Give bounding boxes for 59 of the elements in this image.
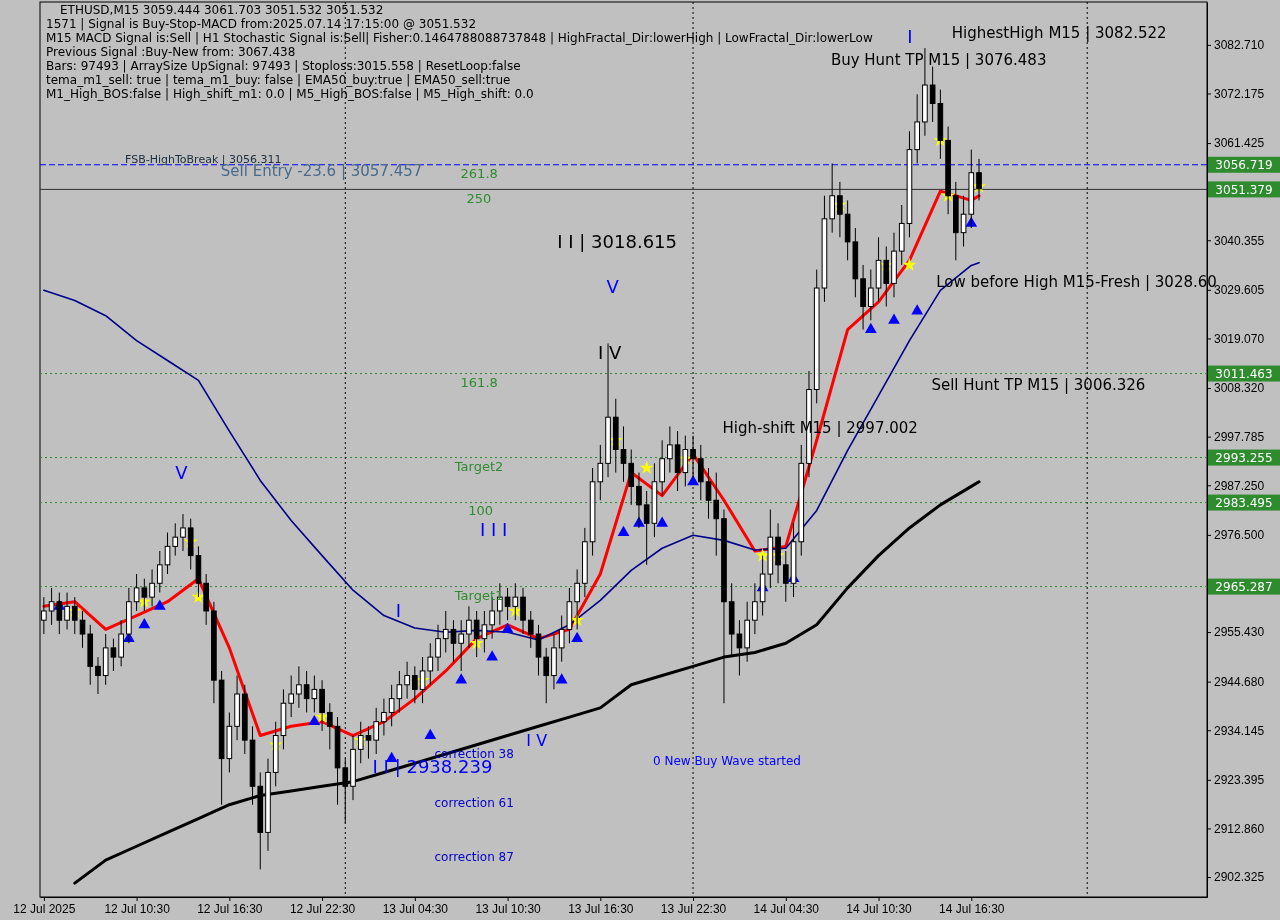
ref-line-label: 3011.463 [1215, 366, 1273, 381]
annotation: correction 61 [434, 796, 514, 811]
annotation: tema_m1_sell: true | tema_m1_buy: false | EMA50_buy:true | EMA50_sell:true [46, 73, 511, 87]
annotation: 261.8 [460, 165, 498, 181]
annotation: I V [597, 342, 622, 364]
annotation: Sell Entry -23.6 | 3057.457 [220, 162, 423, 181]
x-tick-label: 13 Jul 22:30 [660, 901, 727, 916]
annotation: I I I [479, 519, 508, 541]
y-tick-label: 2912.860 [1214, 821, 1265, 836]
annotation: I [907, 26, 913, 48]
annotation: V [175, 462, 189, 484]
y-tick-label: 3008.320 [1214, 381, 1265, 396]
annotation: 0 New Buy Wave started [652, 754, 801, 769]
annotation: 161.8 [460, 374, 498, 390]
y-tick-label: 3061.425 [1214, 136, 1265, 151]
y-tick-label: 2955.430 [1214, 625, 1265, 640]
y-tick-label: 2944.680 [1214, 674, 1265, 689]
annotation: Bars: 97493 | ArraySize UpSignal: 97493 | Stoploss:3015.558 | ResetLoop:false [46, 59, 521, 73]
x-tick-label: 13 Jul 16:30 [568, 901, 634, 916]
y-tick-label: 3019.070 [1214, 331, 1265, 346]
annotation: M1_High_BOS:false | High_shift_m1: 0.0 | M5_High_BOS:false | M5_High_shift: 0.0 [46, 87, 534, 101]
x-tick-label: 14 Jul 16:30 [939, 901, 1005, 916]
x-tick-label: 14 Jul 10:30 [846, 901, 913, 916]
annotation: Target2 [453, 458, 504, 474]
x-tick-label: 12 Jul 22:30 [289, 901, 356, 916]
annotation: 100 [468, 502, 494, 518]
y-tick-label: 2934.145 [1214, 723, 1265, 738]
annotation: Sell Hunt TP M15 | 3006.326 [931, 376, 1146, 395]
x-tick-label: 14 Jul 04:30 [753, 901, 820, 916]
annotation: 250 [466, 190, 492, 206]
y-tick-label: 2923.395 [1214, 773, 1265, 788]
annotation: 1571 | Signal is Buy-Stop-MACD from:2025.07.14 17:15:00 @ 3051.532 [46, 17, 477, 31]
y-tick-label: 2976.500 [1214, 528, 1265, 543]
annotation: V [606, 276, 620, 298]
annotation: Buy Hunt TP M15 | 3076.483 [830, 51, 1047, 70]
ref-line-label: 2965.287 [1215, 579, 1273, 594]
annotation: I [395, 600, 402, 622]
x-tick-label: 12 Jul 16:30 [197, 901, 263, 916]
y-tick-label: 2997.785 [1214, 429, 1265, 444]
x-tick-label: 12 Jul 2025 [13, 901, 76, 916]
annotation: Previous Signal :Buy-New from: 3067.438 [46, 45, 296, 59]
ref-line-label: 2993.255 [1215, 450, 1273, 465]
ref-line-label: 2983.495 [1215, 495, 1273, 510]
y-tick-label: 2902.325 [1214, 870, 1265, 885]
x-tick-label: 13 Jul 10:30 [475, 901, 542, 916]
annotation: I V [526, 730, 548, 750]
y-tick-label: 3072.175 [1214, 86, 1265, 101]
ref-line-label: 3051.379 [1215, 182, 1273, 197]
annotation: correction 87 [434, 850, 514, 865]
annotation: M15 MACD Signal is:Sell | H1 Stochastic Signal is:Sell| Fisher:0.1464788088737848 | HighFractal_Dir:lowerHigh | LowFractal_Dir:lowerLow [46, 31, 873, 45]
y-tick-label: 2987.250 [1214, 478, 1265, 493]
y-tick-label: 3082.710 [1214, 38, 1265, 53]
x-tick-label: 12 Jul 10:30 [104, 901, 171, 916]
annotation: I I | 3018.615 [557, 231, 677, 253]
y-tick-label: 3040.355 [1214, 233, 1265, 248]
ref-line-label: 3056.719 [1215, 157, 1273, 172]
annotation: HighestHigh M15 | 3082.522 [951, 24, 1167, 43]
x-tick-label: 13 Jul 04:30 [382, 901, 449, 916]
annotation: ETHUSD,M15 3059.444 3061.703 3051.532 3051.532 [60, 3, 384, 17]
